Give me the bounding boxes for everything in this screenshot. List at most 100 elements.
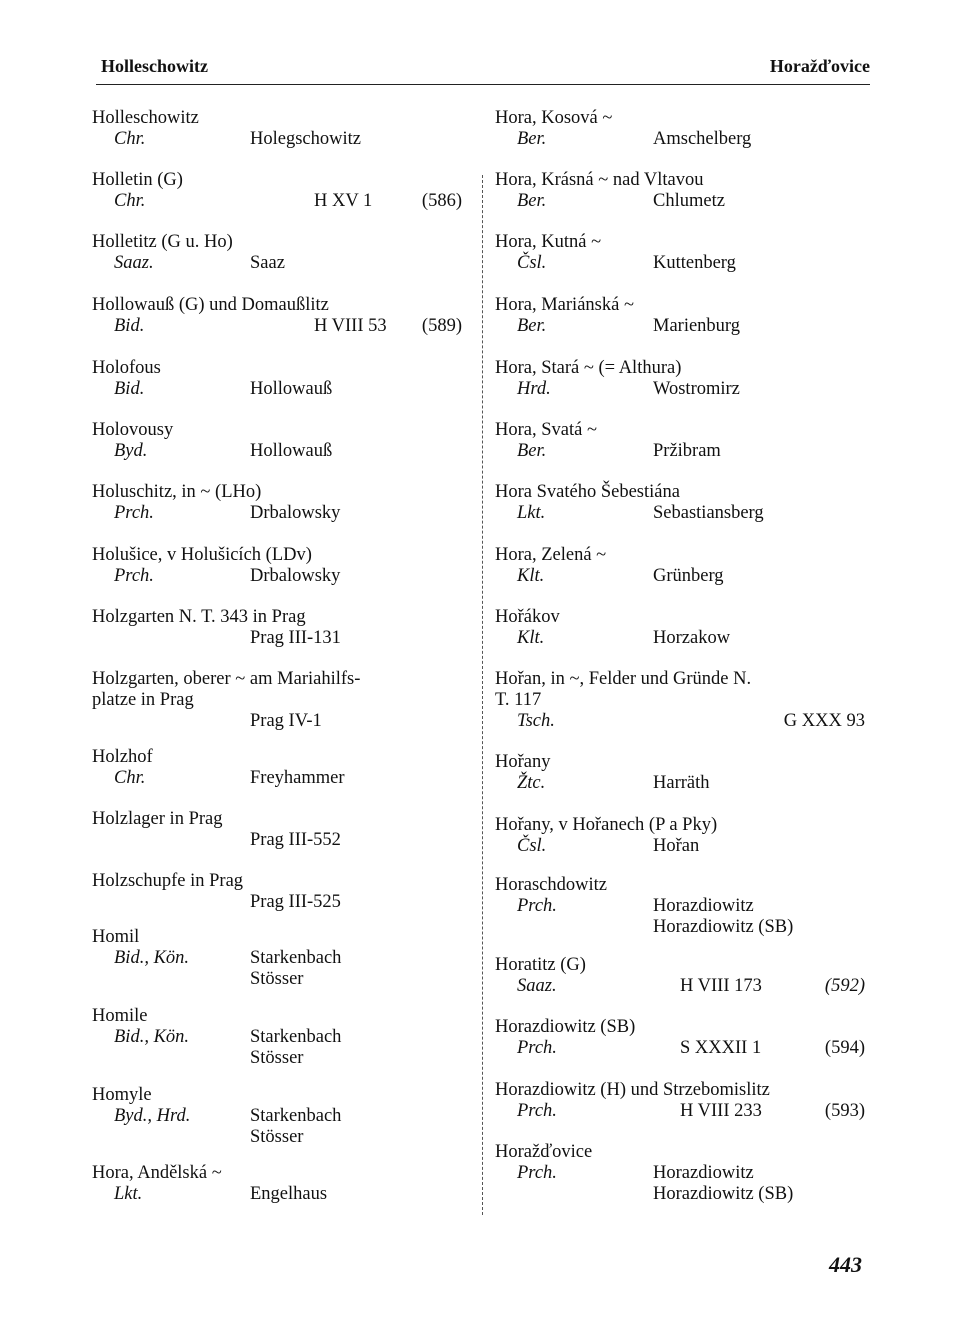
page-reference: (594) (824, 1038, 865, 1058)
entry-headword: Hora, Andělská ~ (92, 1163, 222, 1183)
entry-detail-row: Chr. H XV 1 (586) (92, 191, 462, 212)
entry-detail-row: Hrd. Wostromirz (495, 379, 865, 400)
entry-headword: Hora, Kosová ~ (495, 108, 613, 128)
index-entry: Holovousy Byd. Hollowauß (92, 420, 462, 462)
district-abbreviation: Ber. (517, 316, 547, 336)
entry-detail-row: Stösser (92, 969, 462, 990)
district-abbreviation: Bid., Kön. (114, 948, 190, 968)
cross-reference-target: Harräth (653, 773, 710, 793)
entry-headword: Horažďovice (495, 1142, 593, 1162)
entry-headword: Holzlager in Prag (92, 809, 223, 829)
entry-detail-row: Chr. Freyhammer (92, 768, 462, 789)
cross-reference-target: Prag III-131 (250, 628, 341, 648)
column-divider (482, 175, 483, 1215)
index-entry: Holletin (G) Chr. H XV 1 (586) (92, 170, 462, 212)
district-abbreviation: Saaz. (114, 253, 154, 273)
entry-detail-row: Prch. S XXXII 1 (594) (495, 1038, 865, 1059)
entry-detail-row: Prch. Drbalowsky (92, 503, 462, 524)
entry-detail-row: Bid., Kön. Starkenbach (92, 948, 462, 969)
index-entry: Holleschowitz Chr. Holegschowitz (92, 108, 462, 150)
district-abbreviation: Čsl. (517, 253, 547, 273)
cross-reference-target: Prag III-525 (250, 892, 341, 912)
entry-detail-row: Lkt. Engelhaus (92, 1184, 462, 1205)
cross-reference-target: Sebastiansberg (653, 503, 764, 523)
index-entry: Hořan, in ~, Felder und Gründe N. T. 117 T… (495, 669, 865, 732)
entry-headword: Hora, Mariánská ~ (495, 295, 634, 315)
cross-reference-target: Hořan (653, 836, 700, 856)
district-abbreviation: Chr. (114, 768, 146, 788)
archive-reference: H VIII 173 (680, 976, 762, 996)
entry-headword: Homil (92, 927, 140, 947)
index-entry: Horazdiowitz (H) und Strzebomislitz Prch.… (495, 1080, 865, 1122)
cross-reference-target: Chlumetz (653, 191, 725, 211)
entry-detail-row: Bid., Kön. Starkenbach (92, 1027, 462, 1048)
index-entry: Holzlager in Prag Prag III-552 (92, 809, 462, 851)
index-entry: Horatitz (G) Saaz. H VIII 173 (592) (495, 955, 865, 997)
index-entry: Hora, Svatá ~ Ber. Pržibram (495, 420, 865, 462)
entry-headword: Holletin (G) (92, 170, 183, 190)
index-entry: Hora, Andělská ~ Lkt. Engelhaus (92, 1163, 462, 1205)
cross-reference-target: Hollowauß (250, 441, 333, 461)
index-entry: Holušice, v Holušicích (LDv) Prch. Drbalow… (92, 545, 462, 587)
index-entry: Hořany Žtc. Harräth (495, 752, 865, 794)
entry-headword: Holzgarten N. T. 343 in Prag (92, 607, 306, 627)
entry-detail-row: Prch. H VIII 233 (593) (495, 1101, 865, 1122)
entry-headword: Hora, Stará ~ (= Althura) (495, 358, 682, 378)
district-abbreviation: Ber. (517, 441, 547, 461)
entry-detail-row: Stösser (92, 1048, 462, 1069)
cross-reference-target: Saaz (250, 253, 285, 273)
entry-headword: Holzgarten, oberer ~ am Mariahilfs- (92, 669, 361, 689)
cross-reference-target: Marienburg (653, 316, 740, 336)
entry-headword: Hořákov (495, 607, 560, 627)
page-reference: (586) (421, 191, 462, 211)
entry-headword: Holuschitz, in ~ (LHo) (92, 482, 262, 502)
cross-reference-target: Pržibram (653, 441, 721, 461)
district-abbreviation: Bid., Kön. (114, 1027, 190, 1047)
index-entry: Homil Bid., Kön. Starkenbach Stösser (92, 927, 462, 990)
entry-headword: Hořany (495, 752, 551, 772)
entry-headword: Horazdiowitz (H) und Strzebomislitz (495, 1080, 770, 1100)
entry-headword: Hollowauß (G) und Domaußlitz (92, 295, 329, 315)
district-abbreviation: Saaz. (517, 976, 557, 996)
running-header-left: Holleschowitz (101, 56, 208, 76)
cross-reference-target: Stösser (250, 1127, 304, 1147)
district-abbreviation: Bid. (114, 379, 145, 399)
archive-reference: S XXXII 1 (680, 1038, 762, 1058)
entry-detail-row: Byd. Hollowauß (92, 441, 462, 462)
index-entry: Holzhof Chr. Freyhammer (92, 747, 462, 789)
district-abbreviation: Byd. (114, 441, 148, 461)
cross-reference-target: Kuttenberg (653, 253, 736, 273)
entry-detail-row: Horazdiowitz (SB) (495, 917, 865, 938)
entry-headword: Horazdiowitz (SB) (495, 1017, 636, 1037)
district-abbreviation: Hrd. (517, 379, 551, 399)
entry-headword: Holovousy (92, 420, 174, 440)
cross-reference-target: Holegschowitz (250, 129, 361, 149)
entry-detail-row: Žtc. Harräth (495, 773, 865, 794)
cross-reference-target: Drbalowsky (250, 503, 341, 523)
district-abbreviation: Chr. (114, 191, 146, 211)
entry-headword: Hora Svatého Šebestiána (495, 482, 680, 502)
index-entry: Holofous Bid. Hollowauß (92, 358, 462, 400)
district-abbreviation: Ber. (517, 129, 547, 149)
entry-headword: Hora, Zelená ~ (495, 545, 607, 565)
index-entry: Homyle Byd., Hrd. Starkenbach Stösser (92, 1085, 462, 1148)
entry-detail-row: Prag IV-1 (92, 711, 462, 732)
cross-reference-target: Horazdiowitz (SB) (653, 1184, 794, 1204)
index-entry: Holzgarten, oberer ~ am Mariahilfs-platz… (92, 669, 462, 732)
district-abbreviation: Lkt. (114, 1184, 143, 1204)
district-abbreviation: Bid. (114, 316, 145, 336)
cross-reference-target: Prag IV-1 (250, 711, 322, 731)
district-abbreviation: Prch. (517, 1163, 557, 1183)
district-abbreviation: Prch. (517, 896, 557, 916)
entry-detail-row: Čsl. Hořan (495, 836, 865, 857)
index-entry: Horažďovice Prch. Horazdiowitz Horazdiowitz… (495, 1142, 865, 1205)
index-entry: Holuschitz, in ~ (LHo) Prch. Drbalowsky (92, 482, 462, 524)
entry-headword: Holušice, v Holušicích (LDv) (92, 545, 312, 565)
entry-headword: Horaschdowitz (495, 875, 607, 895)
district-abbreviation: Prch. (114, 503, 154, 523)
index-entry: Hora, Stará ~ (= Althura) Hrd. Wostromirz (495, 358, 865, 400)
district-abbreviation: Klt. (517, 566, 545, 586)
entry-detail-row: Prch. Horazdiowitz (495, 1163, 865, 1184)
entry-detail-row: Ber. Marienburg (495, 316, 865, 337)
cross-reference-target: Horazdiowitz (653, 896, 754, 916)
